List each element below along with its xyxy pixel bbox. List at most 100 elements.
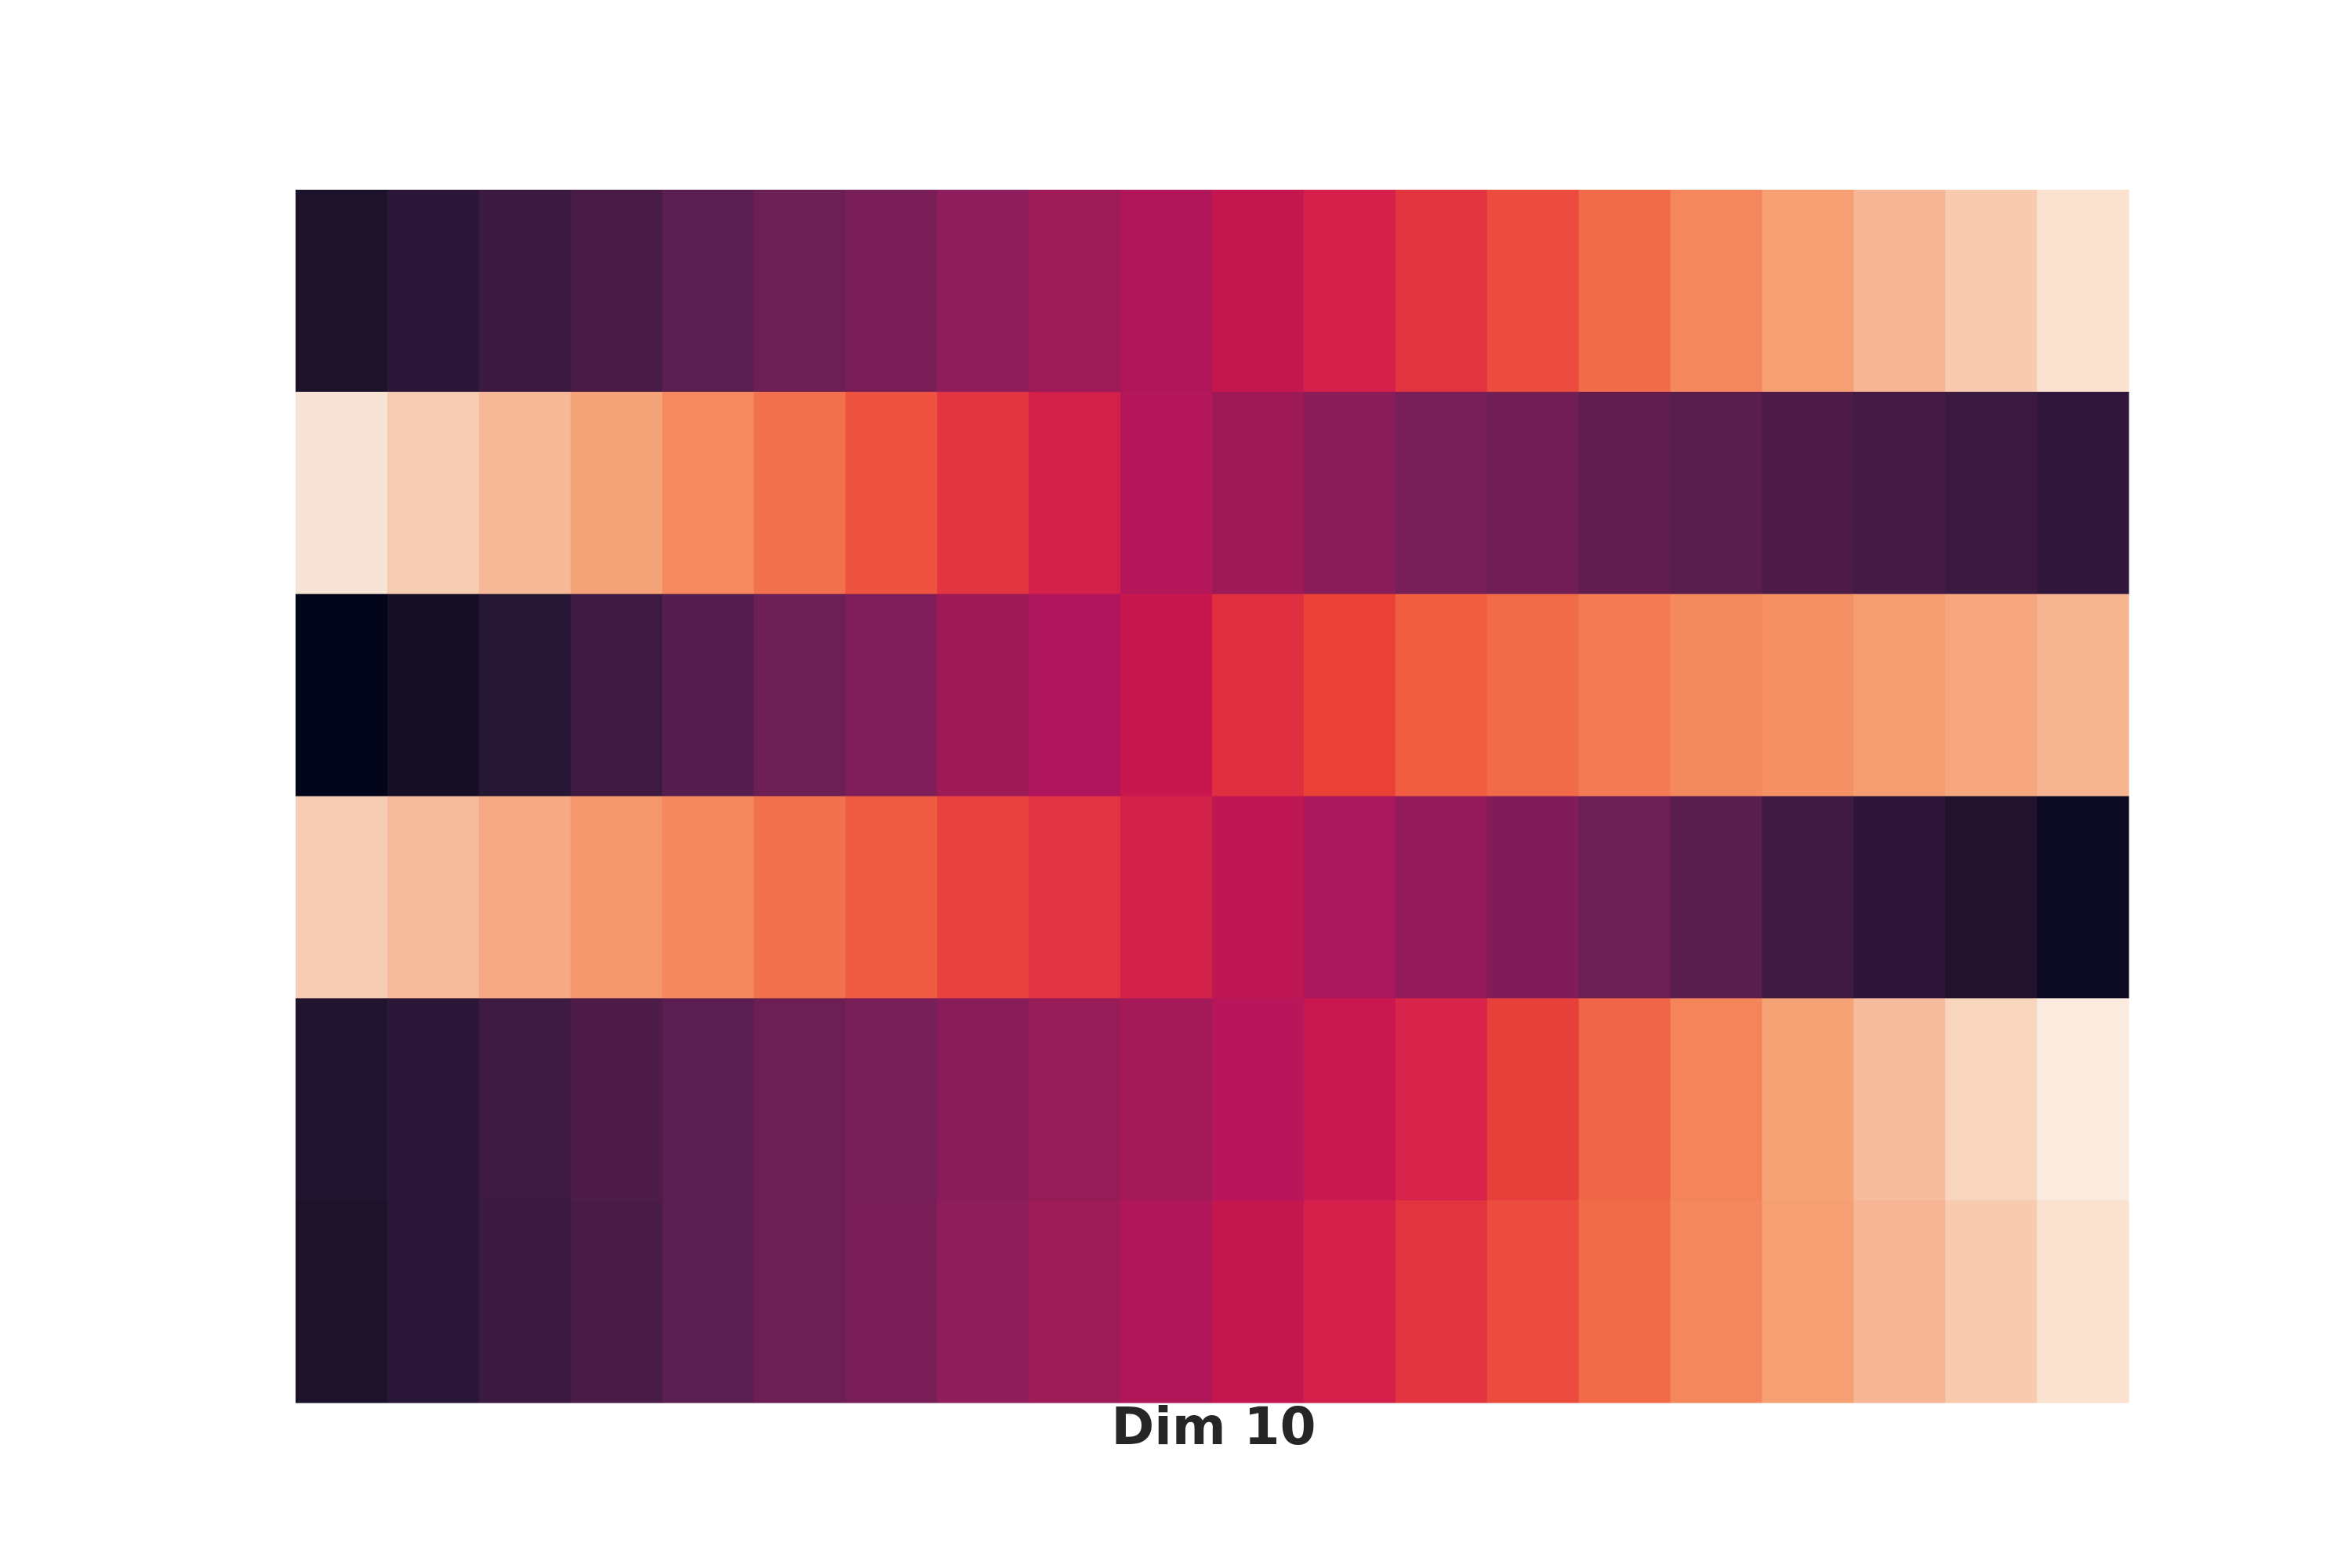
heatmap-cell-r4-c15 [1671,998,1763,1200]
heatmap-cell-r1-c19 [2037,392,2129,594]
heatmap-cell-r3-c11 [1304,797,1396,999]
heatmap-cell-r4-c9 [1120,998,1213,1200]
heatmap-cells [296,190,2129,1403]
heatmap-cell-r3-c17 [1853,797,1946,999]
heatmap-cell-r2-c15 [1671,594,1763,797]
heatmap-cell-r5-c16 [1762,1200,1854,1403]
heatmap-cell-r0-c12 [1396,190,1488,392]
heatmap-cell-r1-c7 [937,392,1029,594]
heatmap-cell-r2-c4 [662,594,755,797]
heatmap-cell-r3-c2 [479,797,572,999]
heatmap-cell-r4-c5 [754,998,847,1200]
heatmap-cell-r5-c2 [479,1200,572,1403]
heatmap-cell-r2-c3 [571,594,663,797]
heatmap-cell-r2-c0 [296,594,388,797]
heatmap-cell-r0-c14 [1579,190,1671,392]
heatmap-cell-r4-c10 [1212,998,1305,1200]
heatmap-cell-r4-c18 [1945,998,2038,1200]
heatmap-cell-r3-c16 [1762,797,1854,999]
heatmap-cell-r5-c11 [1304,1200,1396,1403]
heatmap-cell-r0-c2 [479,190,572,392]
heatmap-cell-r5-c15 [1671,1200,1763,1403]
heatmap-cell-r5-c4 [662,1200,755,1403]
heatmap-cell-r2-c19 [2037,594,2129,797]
heatmap-cell-r5-c10 [1212,1200,1305,1403]
heatmap-cell-r0-c15 [1671,190,1763,392]
heatmap-cell-r0-c13 [1487,190,1580,392]
heatmap-cell-r2-c16 [1762,594,1854,797]
heatmap-cell-r4-c14 [1579,998,1671,1200]
heatmap-cell-r5-c3 [571,1200,663,1403]
heatmap-cell-r0-c10 [1212,190,1305,392]
heatmap-cell-r0-c4 [662,190,755,392]
heatmap-cell-r5-c19 [2037,1200,2129,1403]
heatmap-cell-r0-c11 [1304,190,1396,392]
heatmap-cell-r0-c7 [937,190,1029,392]
heatmap-cell-r5-c18 [1945,1200,2038,1403]
heatmap-cell-r0-c0 [296,190,388,392]
heatmap-cell-r0-c8 [1029,190,1121,392]
heatmap-cell-r3-c1 [387,797,480,999]
heatmap-cell-r3-c13 [1487,797,1580,999]
heatmap-cell-r3-c7 [937,797,1029,999]
heatmap-cell-r3-c19 [2037,797,2129,999]
heatmap-cell-r4-c19 [2037,998,2129,1200]
heatmap-cell-r3-c15 [1671,797,1763,999]
heatmap-cell-r0-c6 [845,190,938,392]
heatmap-cell-r2-c11 [1304,594,1396,797]
heatmap-cell-r5-c8 [1029,1200,1121,1403]
heatmap-cell-r3-c0 [296,797,388,999]
heatmap-cell-r4-c0 [296,998,388,1200]
heatmap-cell-r2-c8 [1029,594,1121,797]
heatmap-cell-r1-c14 [1579,392,1671,594]
heatmap-cell-r4-c17 [1853,998,1946,1200]
heatmap-cell-r3-c18 [1945,797,2038,999]
heatmap-cell-r5-c6 [845,1200,938,1403]
heatmap-cell-r2-c14 [1579,594,1671,797]
heatmap-cell-r5-c17 [1853,1200,1946,1403]
heatmap-cell-r5-c14 [1579,1200,1671,1403]
heatmap-cell-r0-c19 [2037,190,2129,392]
heatmap-cell-r1-c3 [571,392,663,594]
heatmap-cell-r5-c5 [754,1200,847,1403]
heatmap-cell-r2-c12 [1396,594,1488,797]
heatmap-cell-r3-c4 [662,797,755,999]
heatmap-cell-r3-c12 [1396,797,1488,999]
heatmap-cell-r0-c1 [387,190,480,392]
heatmap-cell-r4-c11 [1304,998,1396,1200]
heatmap-cell-r1-c11 [1304,392,1396,594]
heatmap-cell-r4-c7 [937,998,1029,1200]
heatmap-cell-r1-c16 [1762,392,1854,594]
heatmap-cell-r1-c1 [387,392,480,594]
heatmap-cell-r2-c17 [1853,594,1946,797]
heatmap-cell-r5-c7 [937,1200,1029,1403]
heatmap-cell-r2-c2 [479,594,572,797]
heatmap-cell-r2-c13 [1487,594,1580,797]
heatmap-cell-r3-c14 [1579,797,1671,999]
heatmap-cell-r1-c0 [296,392,388,594]
heatmap-cell-r0-c5 [754,190,847,392]
heatmap-cell-r5-c12 [1396,1200,1488,1403]
x-axis-label: Dim 10 [1111,1396,1316,1457]
heatmap-cell-r1-c12 [1396,392,1488,594]
heatmap-cell-r0-c16 [1762,190,1854,392]
heatmap-cell-r3-c8 [1029,797,1121,999]
heatmap-cell-r1-c13 [1487,392,1580,594]
heatmap-cell-r5-c13 [1487,1200,1580,1403]
heatmap-cell-r1-c9 [1120,392,1213,594]
heatmap-cell-r4-c2 [479,998,572,1200]
heatmap-cell-r1-c2 [479,392,572,594]
heatmap-cell-r3-c9 [1120,797,1213,999]
heatmap-cell-r1-c17 [1853,392,1946,594]
heatmap-cell-r2-c1 [387,594,480,797]
heatmap-cell-r4-c3 [571,998,663,1200]
heatmap-cell-r5-c0 [296,1200,388,1403]
heatmap-cell-r2-c6 [845,594,938,797]
heatmap-cell-r4-c1 [387,998,480,1200]
heatmap-cell-r5-c1 [387,1200,480,1403]
heatmap-cell-r2-c18 [1945,594,2038,797]
heatmap-cell-r0-c18 [1945,190,2038,392]
heatmap-cell-r0-c3 [571,190,663,392]
heatmap-cell-r3-c10 [1212,797,1305,999]
